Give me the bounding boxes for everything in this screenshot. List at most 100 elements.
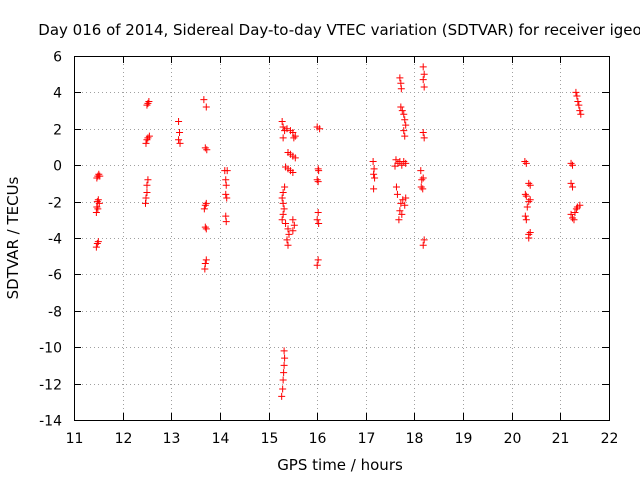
data-point (417, 183, 425, 191)
data-point (401, 201, 409, 209)
data-point (145, 98, 153, 105)
data-point (569, 214, 577, 222)
data-point (525, 234, 533, 242)
data-point (201, 201, 209, 209)
data-point (419, 174, 427, 182)
data-point (567, 210, 575, 218)
data-point (289, 227, 297, 235)
data-point (143, 189, 151, 196)
data-point (395, 216, 403, 224)
data-point (176, 128, 184, 136)
data-point (420, 134, 428, 142)
data-point (280, 369, 288, 377)
data-point (522, 192, 530, 200)
data-point (397, 85, 405, 93)
data-point (144, 134, 152, 142)
data-point (371, 174, 379, 182)
data-point (567, 159, 575, 167)
data-point (526, 229, 534, 237)
data-point (283, 236, 291, 244)
grid (74, 56, 609, 420)
data-point (285, 230, 293, 238)
data-point (572, 205, 580, 213)
data-point (370, 170, 378, 178)
data-point (284, 225, 292, 233)
data-point (142, 139, 150, 147)
data-point (96, 172, 104, 180)
data-point (201, 144, 209, 152)
y-tick-label: 0 (53, 159, 62, 175)
x-tick-label: 18 (406, 431, 424, 447)
data-point (398, 107, 406, 115)
x-tick-label: 12 (115, 431, 133, 447)
data-point (521, 212, 529, 220)
data-point (576, 201, 584, 209)
x-tick-label: 20 (504, 431, 522, 447)
data-point (314, 209, 322, 217)
data-point (314, 178, 322, 186)
data-point (402, 121, 410, 129)
data-point (314, 256, 322, 264)
data-point (94, 238, 102, 246)
data-point (370, 185, 378, 193)
data-point (400, 110, 408, 118)
y-tick-label: -2 (48, 196, 62, 212)
data-point (280, 205, 288, 213)
data-point (278, 118, 286, 126)
x-tick-label: 17 (358, 431, 376, 447)
data-point (278, 194, 286, 202)
data-point (289, 216, 297, 224)
data-point (279, 385, 287, 393)
data-point (313, 216, 321, 224)
data-point (95, 170, 103, 178)
data-point (419, 76, 427, 84)
data-point (392, 183, 400, 191)
data-point (202, 225, 210, 233)
x-tick-label: 14 (212, 431, 230, 447)
data-point (144, 176, 152, 184)
data-point (391, 162, 399, 170)
y-axis-label: SDTVAR / TECUs (4, 176, 22, 299)
data-point (398, 210, 406, 218)
data-point (313, 176, 321, 184)
data-point (316, 125, 324, 133)
y-tick-label: 2 (53, 123, 62, 139)
data-point (401, 132, 409, 140)
data-points (92, 63, 585, 400)
data-point (526, 196, 534, 204)
data-point (521, 190, 529, 198)
data-point (402, 159, 410, 167)
data-point (419, 241, 427, 249)
chart-title: Day 016 of 2014, Sidereal Day-to-day VTE… (38, 21, 640, 39)
data-point (145, 132, 153, 140)
data-point (417, 167, 425, 175)
data-point (420, 70, 428, 78)
data-point (398, 161, 406, 169)
tick-labels: 11 12 13 14 15 16 17 18 19 20 21 22-14-12-10-8-6-4-… (39, 50, 618, 448)
data-point (175, 136, 183, 144)
data-point (280, 361, 288, 369)
data-point (419, 185, 427, 193)
data-point (201, 265, 209, 273)
data-point (402, 194, 410, 202)
data-point (569, 183, 577, 191)
data-point (313, 261, 321, 269)
data-point (396, 207, 404, 215)
data-point (279, 376, 287, 384)
data-point (575, 101, 583, 109)
x-tick-label: 22 (601, 431, 619, 447)
data-point (399, 196, 407, 204)
data-point (222, 190, 230, 198)
data-point (223, 167, 231, 175)
data-point (281, 183, 289, 191)
y-tick-label: -10 (39, 341, 62, 357)
data-point (289, 128, 297, 136)
y-tick-label: -4 (48, 232, 62, 248)
data-point (202, 103, 210, 111)
x-tick-label: 21 (552, 431, 570, 447)
data-point (175, 118, 183, 126)
data-point (200, 96, 208, 104)
data-point (278, 216, 286, 224)
data-point (420, 83, 428, 91)
